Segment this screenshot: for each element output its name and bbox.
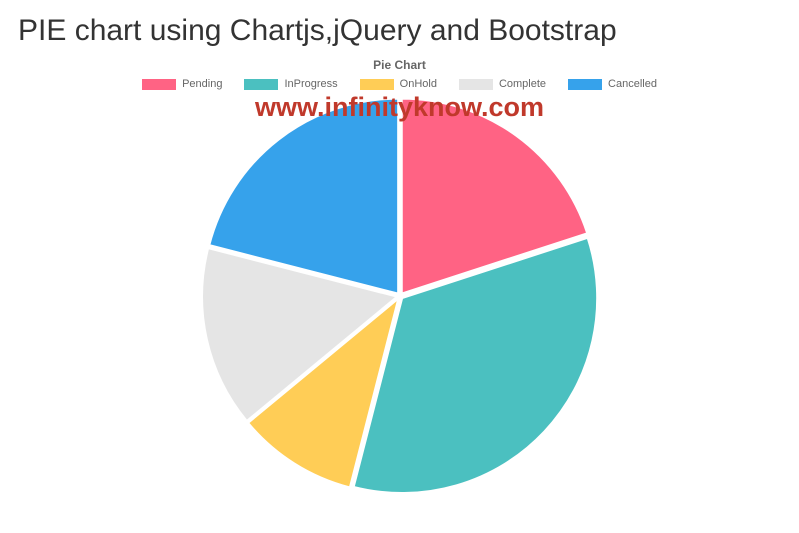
legend-label: Complete (499, 78, 546, 90)
legend-item[interactable]: OnHold (360, 78, 437, 90)
legend-label: Cancelled (608, 78, 657, 90)
chart-title: Pie Chart (0, 54, 799, 78)
legend-swatch (360, 79, 394, 90)
legend-item[interactable]: Complete (459, 78, 546, 90)
legend-label: OnHold (400, 78, 437, 90)
legend-swatch (568, 79, 602, 90)
legend-item[interactable]: Pending (142, 78, 222, 90)
legend-label: InProgress (284, 78, 337, 90)
legend-item[interactable]: Cancelled (568, 78, 657, 90)
legend-swatch (142, 79, 176, 90)
page-title: PIE chart using Chartjs,jQuery and Boots… (0, 0, 799, 54)
legend-swatch (459, 79, 493, 90)
chart-container (0, 94, 799, 496)
legend-label: Pending (182, 78, 222, 90)
pie-chart (200, 96, 600, 496)
legend-item[interactable]: InProgress (244, 78, 337, 90)
chart-legend: Pending InProgress OnHold Complete Cancelled (0, 78, 799, 94)
legend-swatch (244, 79, 278, 90)
